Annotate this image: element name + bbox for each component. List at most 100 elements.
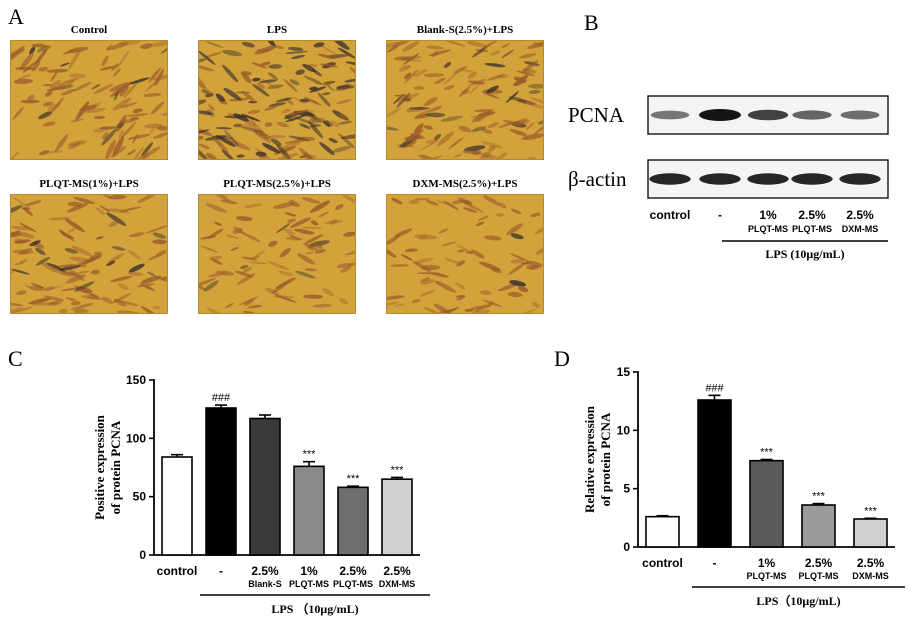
cell-mark <box>442 41 466 47</box>
cell-mark <box>334 85 355 92</box>
cell-mark <box>141 275 162 284</box>
cell-mark <box>117 283 129 290</box>
cell-mark <box>207 228 224 239</box>
cell-mark <box>438 228 449 234</box>
cell-mark <box>112 97 132 111</box>
cell-mark <box>252 129 268 141</box>
cell-mark <box>456 260 466 267</box>
cell-mark <box>469 305 491 310</box>
blot-band <box>840 110 880 120</box>
cell-mark <box>76 270 90 274</box>
cell-mark <box>262 142 280 154</box>
cell-mark <box>458 197 469 204</box>
blot-band <box>699 173 741 185</box>
cell-mark <box>240 265 249 269</box>
cell-mark <box>243 298 255 306</box>
cell-mark <box>488 145 496 152</box>
cell-mark <box>106 212 127 226</box>
cell-mark <box>285 237 303 241</box>
cell-mark <box>244 203 263 209</box>
cell-mark <box>336 99 352 105</box>
cell-mark <box>65 274 87 284</box>
cell-mark <box>387 234 401 247</box>
cell-mark <box>267 72 279 80</box>
cell-mark <box>428 49 451 57</box>
cell-mark <box>128 232 145 238</box>
cell-mark <box>319 63 339 68</box>
cell-mark <box>443 71 459 86</box>
cell-mark <box>243 266 252 273</box>
micrograph-blank-s <box>386 40 544 160</box>
cell-mark <box>391 41 411 48</box>
blot-band <box>699 109 741 121</box>
cell-mark <box>71 245 93 257</box>
category-label-bottom: DXM-MS <box>852 571 889 581</box>
cell-mark <box>441 241 457 247</box>
cell-mark <box>110 293 131 304</box>
cell-mark <box>70 301 81 306</box>
cell-mark <box>405 129 424 143</box>
cell-mark <box>453 66 468 74</box>
cell-mark <box>223 87 242 101</box>
cell-mark <box>247 304 263 309</box>
cell-mark <box>260 61 271 66</box>
cell-mark <box>414 198 431 201</box>
lane-label-bottom: DXM-MS <box>842 224 879 234</box>
cell-mark <box>283 78 298 92</box>
cell-mark <box>423 307 443 313</box>
bar <box>249 417 281 556</box>
cell-mark <box>436 200 453 206</box>
cell-mark <box>12 106 24 120</box>
lane-label-bottom: PLQT-MS <box>748 224 788 234</box>
cell-mark <box>275 277 296 289</box>
cell-mark <box>470 249 485 259</box>
cell-mark <box>289 79 300 86</box>
cell-mark <box>457 249 466 253</box>
cell-mark <box>199 143 210 150</box>
cell-mark <box>95 236 104 240</box>
cell-mark <box>330 120 340 128</box>
cell-mark <box>237 273 256 285</box>
cell-mark <box>35 256 51 266</box>
cell-mark <box>285 114 308 123</box>
cell-mark <box>404 248 418 253</box>
cell-mark <box>525 122 535 131</box>
cell-mark <box>149 127 156 134</box>
cell-mark <box>258 79 278 83</box>
cell-mark <box>21 207 31 211</box>
lps-label: LPS（10μg/mL) <box>756 593 840 608</box>
blot-band <box>791 173 833 185</box>
bar <box>337 486 369 556</box>
cell-mark <box>143 93 162 97</box>
cell-mark <box>233 123 242 128</box>
cell-mark <box>115 299 139 307</box>
micrograph-plqt-2-5 <box>198 194 356 314</box>
micrograph-dxm <box>386 194 544 314</box>
cell-mark <box>251 62 267 69</box>
cell-mark <box>110 275 133 283</box>
cell-mark <box>464 145 486 152</box>
cell-mark <box>44 286 56 291</box>
cell-mark <box>444 258 461 264</box>
cell-mark <box>11 268 31 275</box>
cell-mark <box>29 285 44 291</box>
cell-mark <box>54 134 69 152</box>
cell-mark <box>508 96 528 103</box>
cell-mark <box>205 51 222 58</box>
cell-mark <box>116 122 125 129</box>
significance-mark: *** <box>864 505 878 517</box>
cell-mark <box>394 303 405 307</box>
cell-mark <box>501 43 510 49</box>
panel-letter-a: A <box>8 4 24 29</box>
cell-mark <box>199 99 207 106</box>
cell-mark <box>113 68 121 77</box>
cell-mark <box>214 221 222 226</box>
cell-mark <box>533 121 543 135</box>
cell-mark <box>387 42 402 49</box>
lane-label-top: - <box>718 208 722 222</box>
bar <box>749 459 784 548</box>
cell-mark <box>109 84 130 98</box>
cell-mark <box>480 141 504 149</box>
cell-mark <box>387 107 402 119</box>
cell-mark <box>394 94 411 97</box>
